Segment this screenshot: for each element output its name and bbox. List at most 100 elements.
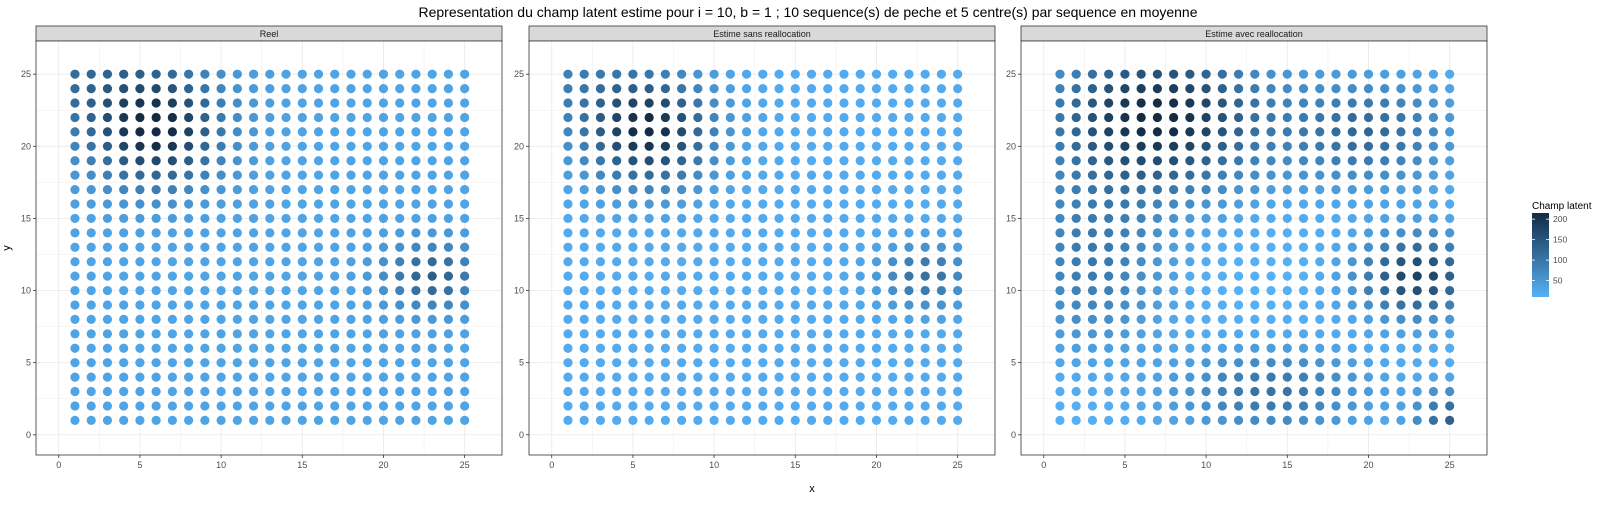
data-point	[1380, 156, 1390, 166]
data-point	[790, 199, 800, 209]
data-point	[677, 84, 687, 94]
data-point	[628, 372, 638, 382]
data-point	[1136, 401, 1146, 411]
data-point	[693, 300, 703, 310]
data-point	[1298, 329, 1309, 339]
data-point	[1428, 127, 1439, 137]
data-point	[1315, 372, 1325, 382]
data-point	[362, 112, 372, 123]
data-point	[725, 69, 735, 79]
data-point	[660, 372, 670, 382]
data-point	[86, 141, 96, 151]
data-point	[758, 271, 768, 281]
data-point	[1169, 184, 1179, 195]
data-point	[1347, 242, 1357, 252]
data-point	[248, 141, 259, 151]
data-point	[378, 98, 389, 108]
data-point	[1445, 112, 1455, 123]
data-point	[758, 314, 768, 325]
data-point	[330, 257, 340, 267]
data-point	[265, 314, 275, 325]
data-point	[1185, 257, 1195, 267]
data-point	[1298, 184, 1309, 195]
data-point	[1428, 184, 1439, 195]
data-point	[1445, 184, 1455, 195]
x-tick-label: 15	[1282, 460, 1292, 470]
data-point	[1201, 285, 1211, 296]
data-point	[1201, 156, 1211, 166]
data-point	[1282, 84, 1292, 94]
data-point	[200, 386, 210, 397]
data-point	[1298, 112, 1309, 123]
data-point	[1380, 127, 1390, 137]
data-point	[1071, 127, 1081, 137]
data-point	[1412, 112, 1422, 123]
data-point	[677, 141, 687, 151]
data-point	[823, 112, 833, 123]
data-point	[1282, 141, 1292, 151]
data-point	[1250, 141, 1260, 151]
data-point	[1201, 84, 1211, 94]
data-point	[232, 257, 242, 267]
data-point	[1136, 329, 1146, 339]
data-point	[427, 386, 437, 397]
data-point	[330, 358, 340, 368]
data-point	[595, 228, 606, 238]
data-point	[1282, 358, 1292, 368]
data-point	[920, 242, 930, 252]
data-point	[346, 69, 356, 79]
data-point	[248, 228, 259, 238]
data-point	[346, 84, 356, 94]
data-point	[595, 84, 606, 94]
data-point	[790, 84, 800, 94]
data-point	[1169, 242, 1179, 252]
data-point	[774, 300, 784, 310]
data-point	[871, 257, 882, 267]
data-point	[330, 386, 340, 397]
data-point	[411, 343, 421, 353]
data-point	[1347, 228, 1357, 238]
data-point	[1347, 343, 1357, 353]
data-point	[790, 343, 800, 353]
data-point	[460, 401, 470, 411]
data-point	[1055, 156, 1065, 166]
data-point	[1347, 386, 1357, 397]
data-point	[823, 184, 833, 195]
data-point	[1380, 300, 1390, 310]
data-point	[806, 257, 817, 267]
data-point	[1217, 257, 1227, 267]
data-point	[1071, 213, 1081, 224]
data-point	[693, 358, 703, 368]
data-point	[628, 127, 638, 137]
data-point	[774, 228, 784, 238]
data-point	[216, 329, 226, 339]
data-point	[725, 343, 735, 353]
data-point	[660, 386, 670, 397]
data-point	[628, 156, 638, 166]
data-point	[1169, 343, 1179, 353]
data-point	[427, 112, 437, 123]
data-point	[1428, 271, 1439, 281]
data-point	[741, 127, 752, 137]
data-point	[1347, 69, 1357, 79]
data-point	[774, 199, 784, 209]
data-point	[774, 213, 784, 224]
data-point	[1087, 112, 1098, 123]
data-point	[216, 112, 226, 123]
data-point	[86, 228, 96, 238]
data-point	[1185, 141, 1195, 151]
data-point	[200, 141, 210, 151]
data-point	[1201, 213, 1211, 224]
data-point	[395, 170, 405, 180]
data-point	[1120, 127, 1130, 137]
data-point	[1185, 184, 1195, 195]
data-point	[1071, 314, 1081, 325]
data-point	[888, 199, 898, 209]
data-point	[378, 329, 389, 339]
data-point	[579, 329, 589, 339]
data-point	[563, 401, 573, 411]
data-point	[563, 112, 573, 123]
data-point	[1169, 141, 1179, 151]
data-point	[135, 415, 145, 425]
